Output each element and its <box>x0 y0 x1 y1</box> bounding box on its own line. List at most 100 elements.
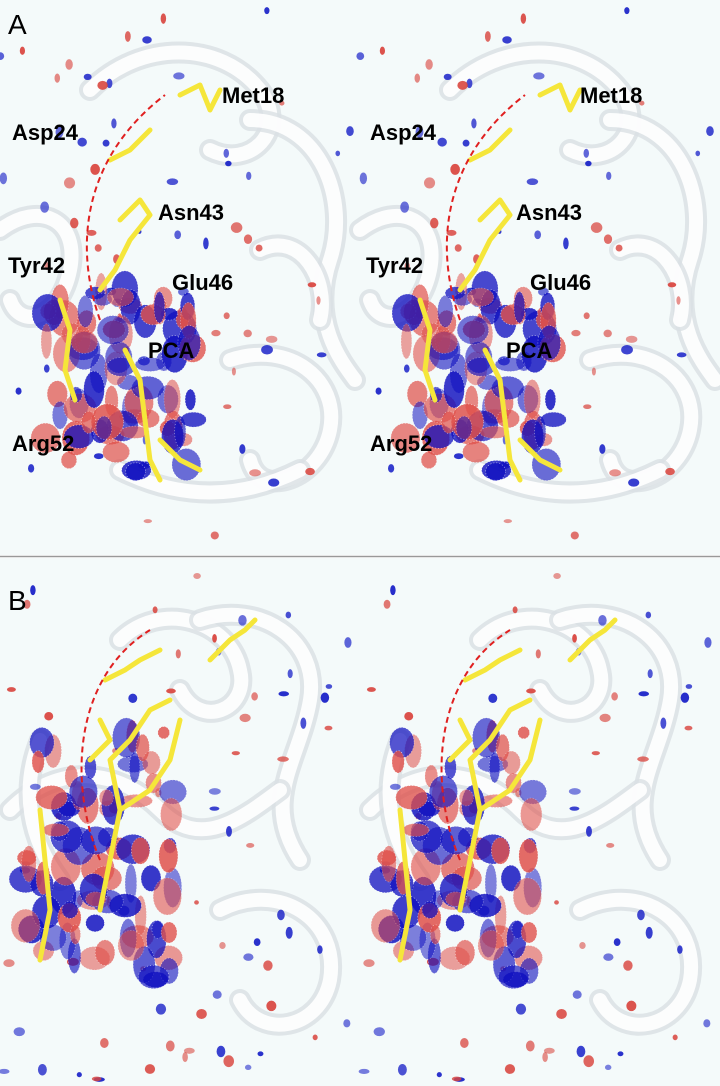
density-dot <box>23 599 31 609</box>
density-dot <box>403 364 410 373</box>
density-dot <box>603 234 613 244</box>
density-dot <box>390 585 396 596</box>
residue-label: Glu46 <box>530 270 591 295</box>
density-dot <box>165 1040 175 1052</box>
stereo-view <box>358 572 712 1082</box>
ribbon-edge <box>253 238 329 327</box>
density-dot <box>94 244 102 252</box>
density-dot <box>246 843 255 848</box>
residue-stick <box>157 437 203 473</box>
density-dot <box>375 387 382 395</box>
density-dot <box>591 751 600 756</box>
residue-stick <box>97 697 173 913</box>
density-dot <box>29 783 41 790</box>
ribbon-edge <box>353 208 439 324</box>
density-dot <box>625 335 638 343</box>
density-mesh <box>177 325 201 361</box>
density-dot <box>414 73 421 83</box>
residue-stick <box>537 82 583 113</box>
density-mesh <box>180 411 207 428</box>
density-mesh <box>444 755 457 780</box>
density-dot <box>312 1034 318 1041</box>
density-dot <box>684 725 693 731</box>
density-dot <box>249 469 261 477</box>
density-mesh <box>502 750 521 775</box>
density-mesh <box>30 422 61 454</box>
density-dot <box>520 13 527 24</box>
density-mesh <box>421 901 439 919</box>
residue-label: Met18 <box>222 83 284 108</box>
density-dot <box>591 367 596 376</box>
density-dot <box>430 217 439 229</box>
density-dot <box>526 178 539 186</box>
residue-stick <box>457 697 533 913</box>
density-dot <box>266 1000 277 1012</box>
density-mesh <box>157 726 170 740</box>
density-dot <box>356 52 365 60</box>
residue-stick <box>37 807 53 963</box>
density-mesh <box>31 750 45 774</box>
density-dot <box>436 1072 442 1078</box>
density-dot <box>572 634 577 643</box>
density-dot <box>443 73 452 81</box>
residue-label: Tyr42 <box>366 253 423 278</box>
density-dot <box>253 938 261 947</box>
structure-art <box>0 7 720 1082</box>
density-mesh <box>160 921 178 944</box>
density-mesh <box>84 755 97 780</box>
residue-label: Asn43 <box>158 200 224 225</box>
density-dot <box>239 713 251 723</box>
density-dot <box>287 669 293 679</box>
density-dot <box>471 118 477 129</box>
density-mesh <box>60 451 77 469</box>
residue-stick <box>517 437 563 473</box>
density-mesh <box>443 370 465 409</box>
density-dot <box>239 444 246 454</box>
density-mesh <box>96 315 129 345</box>
density-dot <box>535 649 541 659</box>
density-dot <box>534 230 542 240</box>
migration-arrow <box>85 94 166 321</box>
density-dot <box>572 990 582 999</box>
density-dot <box>243 953 254 961</box>
density-dot <box>317 945 323 954</box>
density-dot <box>680 692 690 703</box>
density-dot <box>255 244 263 252</box>
density-dot <box>182 1052 188 1063</box>
density-dot <box>515 1003 527 1015</box>
density-dot <box>97 80 108 90</box>
density-dot <box>389 783 401 790</box>
density-dot <box>316 352 327 358</box>
density-dot <box>231 367 236 376</box>
residue-stick <box>117 717 183 813</box>
density-dot <box>343 1019 351 1028</box>
density-dot <box>86 229 97 236</box>
density-dot <box>268 478 280 487</box>
density-dot <box>264 7 270 15</box>
density-dot <box>554 900 559 905</box>
density-dot <box>387 464 395 473</box>
density-mesh <box>35 785 68 810</box>
density-dot <box>660 717 667 729</box>
density-mesh <box>391 750 405 774</box>
residue-label: Met18 <box>580 83 642 108</box>
density-dot <box>571 329 581 337</box>
residue-stick <box>467 127 513 163</box>
density-mesh <box>98 789 114 807</box>
density-dot <box>637 756 649 762</box>
density-dot <box>155 1003 167 1015</box>
stereo-view <box>349 7 720 540</box>
density-dot <box>142 36 152 44</box>
density-dot <box>231 751 240 756</box>
density-mesh <box>455 415 473 441</box>
residue-label: Asp24 <box>12 120 79 145</box>
density-dot <box>166 688 176 694</box>
density-dot <box>502 36 512 44</box>
density-dot <box>466 78 473 89</box>
density-dot <box>638 691 650 697</box>
density-mesh <box>21 845 37 883</box>
density-dot <box>261 345 273 355</box>
density-dot <box>100 1038 109 1048</box>
density-mesh <box>81 410 96 434</box>
